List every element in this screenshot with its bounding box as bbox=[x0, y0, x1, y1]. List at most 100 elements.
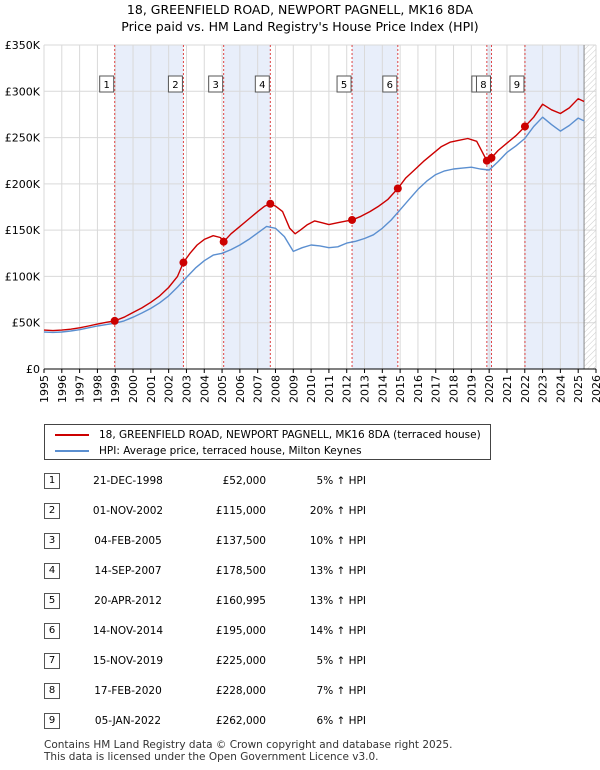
transaction-lines bbox=[114, 45, 526, 369]
transaction-label-4: 4 bbox=[259, 80, 265, 91]
shaded-period-5 bbox=[524, 45, 585, 369]
transaction-labels: 123456789 bbox=[99, 75, 525, 93]
transaction-label-box-6 bbox=[382, 75, 398, 93]
legend-item-property: 18, GREENFIELD ROAD, NEWPORT PAGNELL, MK… bbox=[55, 427, 481, 443]
transaction-price: £137,500 bbox=[215, 535, 266, 547]
transaction-price: £160,995 bbox=[215, 595, 266, 607]
x-tick-label: 2016 bbox=[412, 375, 425, 403]
x-tick-label: 1998 bbox=[91, 375, 104, 403]
transaction-label-box-9 bbox=[509, 75, 525, 93]
y-tick-label: £300K bbox=[5, 85, 41, 98]
x-tick-label: 2015 bbox=[394, 375, 407, 403]
x-tick-label: 2023 bbox=[537, 375, 550, 403]
transaction-label-box-3 bbox=[208, 75, 224, 93]
table-row: 7 15-NOV-2019 £225,000 5% ↑ HPI bbox=[44, 652, 444, 672]
transaction-hpi-change: 5% ↑ HPI bbox=[316, 475, 366, 487]
transaction-point-1 bbox=[110, 316, 119, 325]
x-tick-label: 2010 bbox=[305, 375, 318, 403]
legend-swatch-hpi bbox=[55, 450, 89, 452]
x-tick-label: 2006 bbox=[234, 375, 247, 403]
transaction-number: 9 bbox=[44, 713, 60, 729]
x-tick-label: 2002 bbox=[163, 375, 176, 403]
axes bbox=[43, 368, 597, 373]
price-chart: 123456789 £0£50K£100K£150K£200K£250K£300… bbox=[5, 39, 600, 403]
transaction-price: £178,500 bbox=[215, 565, 266, 577]
table-row: 3 04-FEB-2005 £137,500 10% ↑ HPI bbox=[44, 532, 444, 552]
transaction-point-6 bbox=[393, 184, 402, 193]
x-tick-label: 2008 bbox=[269, 375, 282, 403]
x-tick-label: 2004 bbox=[198, 375, 211, 403]
footer-copyright: Contains HM Land Registry data © Crown c… bbox=[44, 739, 453, 751]
transaction-hpi-change: 13% ↑ HPI bbox=[309, 595, 366, 607]
table-row: 8 17-FEB-2020 £228,000 7% ↑ HPI bbox=[44, 682, 444, 702]
transaction-label-box-1 bbox=[99, 75, 115, 93]
legend-item-hpi: HPI: Average price, terraced house, Milt… bbox=[55, 443, 362, 459]
transaction-price: £52,000 bbox=[222, 475, 266, 487]
transaction-point-4 bbox=[266, 199, 275, 208]
transaction-number: 8 bbox=[44, 683, 60, 699]
y-tick-label: £150K bbox=[5, 224, 41, 237]
transaction-number: 6 bbox=[44, 623, 60, 639]
shaded-period-3 bbox=[352, 45, 398, 369]
x-tick-label: 2005 bbox=[216, 375, 229, 403]
transaction-label-box-8 bbox=[475, 75, 491, 93]
transaction-price: £228,000 bbox=[215, 685, 266, 697]
transaction-date: 15-NOV-2019 bbox=[92, 655, 164, 667]
x-tick-label: 2000 bbox=[127, 375, 140, 403]
shaded-periods bbox=[114, 45, 585, 369]
transaction-point-2 bbox=[179, 258, 188, 267]
x-tick-label: 2017 bbox=[430, 375, 443, 403]
x-tick-labels: 1995 1996 1997 1998 1999 2000 2001 2002 2003 2004… bbox=[38, 375, 600, 403]
transaction-label-3: 3 bbox=[212, 80, 218, 91]
table-row: 2 01-NOV-2002 £115,000 20% ↑ HPI bbox=[44, 502, 444, 522]
transaction-date: 20-APR-2012 bbox=[94, 595, 162, 607]
table-row: 6 14-NOV-2014 £195,000 14% ↑ HPI bbox=[44, 622, 444, 642]
x-tick-label: 2019 bbox=[465, 375, 478, 403]
x-tick-label: 2020 bbox=[483, 375, 496, 403]
forecast-hatch bbox=[584, 45, 596, 369]
transaction-hpi-change: 6% ↑ HPI bbox=[316, 715, 366, 727]
transaction-point-5 bbox=[348, 215, 357, 224]
transaction-number: 7 bbox=[44, 653, 60, 669]
transaction-hpi-change: 20% ↑ HPI bbox=[309, 505, 366, 517]
transaction-point-8 bbox=[487, 153, 496, 162]
x-tick-label: 2012 bbox=[341, 375, 354, 403]
y-tick-label: £50K bbox=[12, 317, 41, 330]
y-tick-label: £100K bbox=[5, 270, 41, 283]
footer-license: This data is licensed under the Open Gov… bbox=[44, 751, 379, 763]
transaction-hpi-change: 5% ↑ HPI bbox=[316, 655, 366, 667]
transaction-point-9 bbox=[520, 122, 529, 131]
transaction-label-box-2 bbox=[167, 75, 183, 93]
y-tick-label: £0 bbox=[26, 363, 40, 376]
transaction-label-box-5 bbox=[336, 75, 352, 93]
x-tick-label: 2003 bbox=[180, 375, 193, 403]
x-tick-label: 2009 bbox=[287, 375, 300, 403]
transaction-label-box-4 bbox=[254, 75, 270, 93]
transaction-price: £225,000 bbox=[215, 655, 266, 667]
x-tick-label: 1995 bbox=[38, 375, 51, 403]
transaction-hpi-change: 7% ↑ HPI bbox=[316, 685, 366, 697]
transaction-date: 21-DEC-1998 bbox=[93, 475, 163, 487]
x-tick-label: 2024 bbox=[554, 375, 567, 403]
transaction-hpi-change: 14% ↑ HPI bbox=[309, 625, 366, 637]
y-tick-label: £350K bbox=[5, 39, 41, 52]
shaded-period-1 bbox=[114, 45, 184, 369]
transaction-hpi-change: 13% ↑ HPI bbox=[309, 565, 366, 577]
transaction-label-2: 2 bbox=[172, 80, 178, 91]
legend: 18, GREENFIELD ROAD, NEWPORT PAGNELL, MK… bbox=[44, 424, 491, 460]
transaction-price: £115,000 bbox=[215, 505, 266, 517]
grid-lines bbox=[43, 44, 597, 370]
table-row: 4 14-SEP-2007 £178,500 13% ↑ HPI bbox=[44, 562, 444, 582]
transaction-label-8: 8 bbox=[480, 80, 486, 91]
transaction-label-1: 1 bbox=[104, 80, 110, 91]
transaction-number: 2 bbox=[44, 503, 60, 519]
forecast-region bbox=[583, 45, 596, 369]
chart-title: 18, GREENFIELD ROAD, NEWPORT PAGNELL, MK… bbox=[126, 2, 474, 17]
transaction-hpi-change: 10% ↑ HPI bbox=[309, 535, 366, 547]
transaction-points bbox=[110, 122, 529, 325]
transaction-number: 5 bbox=[44, 593, 60, 609]
y-tick-label: £200K bbox=[5, 178, 41, 191]
legend-label-hpi: HPI: Average price, terraced house, Milt… bbox=[99, 445, 362, 457]
chart-title-block: 18, GREENFIELD ROAD, NEWPORT PAGNELL, MK… bbox=[0, 0, 600, 35]
transaction-number: 3 bbox=[44, 533, 60, 549]
